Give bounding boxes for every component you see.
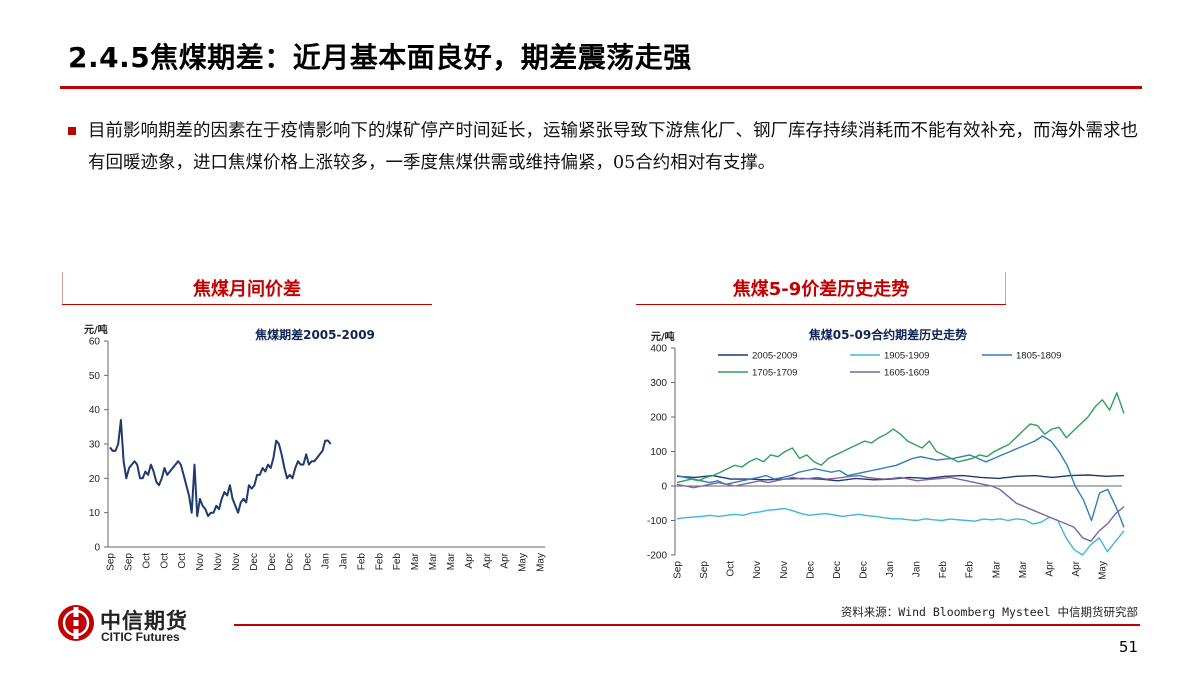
series-line-1605-1609 xyxy=(676,474,1125,542)
company-logo: 中信期货 CITIC Futures xyxy=(56,603,226,647)
x-tick-label: Dec xyxy=(267,553,278,571)
y-tick-label: 50 xyxy=(89,371,101,382)
x-tick-label: Nov xyxy=(231,553,242,571)
y-tick-label: 0 xyxy=(661,482,667,493)
bullet-text: 目前影响期差的因素在于疫情影响下的煤矿停产时间延长，运输紧张导致下游焦化厂、钢厂… xyxy=(88,121,1138,173)
series-line-1805-1809 xyxy=(676,435,1125,528)
x-tick-label: May xyxy=(518,553,529,572)
x-tick-label: Sep xyxy=(699,561,710,579)
y-axis-unit: 元/吨 xyxy=(651,330,675,343)
panel-left-title: 焦煤月间价差 xyxy=(193,279,301,300)
source-note: 资料来源：Wind Bloomberg Mysteel 中信期货研究部 xyxy=(840,605,1138,619)
x-tick-label: Feb xyxy=(392,553,403,571)
y-tick-label: 40 xyxy=(89,405,101,416)
x-tick-label: Oct xyxy=(141,553,152,569)
x-tick-label: Apr xyxy=(1044,560,1055,576)
y-tick-label: -200 xyxy=(647,551,667,562)
y-tick-label: 30 xyxy=(89,440,101,451)
footer-rule xyxy=(234,624,1140,626)
logo-text-en: CITIC Futures xyxy=(101,630,180,644)
x-tick-label: Dec xyxy=(858,561,869,579)
panel-right-header: 焦煤5-9价差历史走势 xyxy=(636,272,1006,305)
x-tick-label: Dec xyxy=(832,561,843,579)
x-tick-label: Dec xyxy=(285,553,296,571)
x-tick-label: Feb xyxy=(938,561,949,579)
legend-label: 1905-1909 xyxy=(884,351,929,362)
y-tick-label: -100 xyxy=(647,516,667,527)
series-line-0 xyxy=(109,419,332,518)
panel-right-title: 焦煤5-9价差历史走势 xyxy=(732,279,910,300)
chart-title: 焦煤期差2005-2009 xyxy=(254,327,375,342)
x-tick-label: Oct xyxy=(159,553,170,569)
y-tick-label: 10 xyxy=(89,508,101,519)
legend-label: 1705-1709 xyxy=(752,368,797,379)
x-tick-label: Sep xyxy=(123,553,134,571)
x-tick-label: Jan xyxy=(885,561,896,577)
panel-right-edge xyxy=(1005,272,1006,304)
page-title: 2.4.5焦煤期差：近月基本面良好，期差震荡走强 xyxy=(68,41,692,74)
x-tick-label: Mar xyxy=(1018,560,1029,578)
logo-text-cn: 中信期货 xyxy=(100,609,188,633)
x-tick-label: Dec xyxy=(805,561,816,579)
panel-left-edge xyxy=(62,272,63,304)
y-axis-unit: 元/吨 xyxy=(84,323,108,336)
legend-label: 2005-2009 xyxy=(752,351,797,362)
chart-left: 0 10 20 30 40 50 60元/吨 焦煤期差2005-2009 Sep Sep Oct Oc… xyxy=(84,323,547,572)
x-tick-label: Oct xyxy=(726,561,737,577)
y-tick-label: 0 xyxy=(94,543,100,554)
x-tick-label: Apr xyxy=(482,552,493,568)
title-rule xyxy=(60,86,1142,89)
y-tick-label: 200 xyxy=(650,413,667,424)
x-tick-label: Sep xyxy=(106,553,117,571)
x-tick-label: Apr xyxy=(500,552,511,568)
x-tick-label: Dec xyxy=(249,553,260,571)
x-tick-label: Apr xyxy=(464,552,475,568)
y-tick-label: 300 xyxy=(650,378,667,389)
x-tick-label: Nov xyxy=(779,561,790,579)
x-tick-label: Jan xyxy=(338,553,349,569)
x-tick-label: Nov xyxy=(752,561,763,579)
x-tick-label: May xyxy=(536,553,547,572)
x-tick-label: Apr xyxy=(1071,560,1082,576)
y-tick-label: 20 xyxy=(89,474,101,485)
legend-label: 1805-1809 xyxy=(1016,351,1061,362)
y-tick-label: 100 xyxy=(650,447,667,458)
x-tick-label: Oct xyxy=(177,553,188,569)
series-line-1705-1709 xyxy=(676,392,1125,484)
x-tick-label: Jan xyxy=(912,561,923,577)
chart-title: 焦煤05-09合约期差历史走势 xyxy=(808,327,967,342)
x-tick-label: Sep xyxy=(673,561,684,579)
x-tick-label: Mar xyxy=(410,552,421,570)
series-line-1905-1909 xyxy=(676,507,1125,556)
x-tick-label: Dec xyxy=(303,553,314,571)
bullet-marker xyxy=(68,127,76,135)
x-tick-label: Feb xyxy=(965,561,976,579)
x-tick-label: Jan xyxy=(321,553,332,569)
x-tick-label: Nov xyxy=(213,553,224,571)
y-tick-label: 400 xyxy=(650,344,667,355)
x-tick-label: Feb xyxy=(374,553,385,571)
citic-logo-icon xyxy=(58,605,94,641)
x-tick-label: Nov xyxy=(195,553,206,571)
legend-label: 1605-1609 xyxy=(884,368,929,379)
page-number: 51 xyxy=(1118,638,1138,656)
x-tick-label: Feb xyxy=(356,553,367,571)
x-tick-label: Mar xyxy=(446,552,457,570)
x-tick-label: May xyxy=(1098,561,1109,580)
panel-left-header: 焦煤月间价差 xyxy=(62,272,432,305)
x-tick-label: Mar xyxy=(991,560,1002,578)
y-tick-label: 60 xyxy=(89,337,101,348)
x-tick-label: Mar xyxy=(428,552,439,570)
